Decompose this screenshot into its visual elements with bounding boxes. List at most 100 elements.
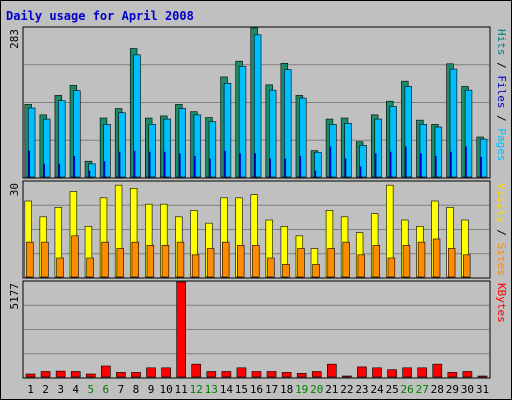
bar-sites — [402, 245, 411, 278]
bar-pages — [299, 155, 302, 177]
bar-sites — [252, 245, 260, 278]
bar-files — [419, 124, 428, 178]
x-tick-label: 27 — [416, 383, 429, 396]
bar-pages — [193, 155, 196, 177]
bar-files — [359, 145, 367, 178]
bar-files — [434, 126, 443, 178]
bar-files — [449, 68, 458, 178]
bar-kbytes — [372, 367, 382, 378]
bar-files — [299, 97, 307, 178]
bar-files — [464, 89, 473, 178]
bar-pages — [419, 153, 422, 177]
bar-sites — [41, 241, 49, 278]
bar-pages — [359, 166, 362, 177]
x-tick-label: 10 — [159, 383, 172, 396]
bar-pages — [209, 158, 211, 177]
x-tick-label: 23 — [355, 383, 368, 396]
x-tick-label: 24 — [370, 383, 384, 396]
bar-kbytes — [146, 367, 156, 378]
bar-pages — [43, 163, 46, 177]
bar-files — [269, 89, 277, 178]
bar-kbytes — [55, 370, 66, 378]
bar-files — [88, 163, 96, 178]
bar-kbytes — [447, 372, 458, 378]
bar-files — [58, 100, 66, 178]
bar-files — [73, 90, 81, 178]
bar-kbytes — [85, 373, 96, 378]
x-tick-label: 28 — [431, 383, 444, 396]
bar-kbytes — [387, 369, 397, 378]
bar-pages — [480, 156, 482, 177]
bar-kbytes — [221, 371, 232, 378]
bar-pages — [88, 170, 91, 177]
bar-kbytes — [251, 371, 262, 378]
bar-kbytes — [116, 372, 126, 378]
bar-pages — [73, 155, 76, 177]
x-tick-label: 15 — [235, 383, 248, 396]
bar-sites — [432, 238, 441, 278]
bar-kbytes — [176, 281, 186, 378]
x-tick-label: 4 — [72, 383, 79, 396]
bar-files — [118, 112, 126, 178]
bar-sites — [312, 264, 320, 278]
legend-entry: / — [495, 223, 508, 243]
x-tick-label: 20 — [310, 383, 323, 396]
bar-sites — [146, 245, 155, 278]
bar-files — [133, 54, 141, 178]
bar-pages — [450, 151, 452, 177]
bar-sites — [71, 235, 79, 278]
bar-kbytes — [342, 375, 352, 378]
bar-kbytes — [191, 363, 202, 378]
bar-kbytes — [462, 371, 473, 378]
bar-files — [103, 124, 111, 178]
legend-hits_files_pages: Hits / Files / Pages — [495, 29, 508, 162]
x-tick-label: 7 — [118, 383, 125, 396]
legend-entry: Pages — [495, 128, 508, 161]
bar-sites — [176, 241, 185, 278]
bar-kbytes — [357, 366, 367, 378]
bar-sites — [56, 257, 64, 278]
y-max-label-hits_files_pages: 283 — [8, 29, 21, 49]
bar-files — [253, 34, 262, 178]
x-tick-label: 16 — [250, 383, 263, 396]
x-tick-label: 3 — [57, 383, 64, 396]
x-tick-label: 11 — [175, 383, 188, 396]
x-tick-label: 26 — [401, 383, 414, 396]
bar-sites — [282, 264, 290, 278]
legend-entry: KBytes — [495, 283, 508, 323]
y-max-label-kbytes: 5177 — [8, 283, 21, 310]
bar-pages — [224, 150, 226, 177]
x-tick-label: 19 — [295, 383, 308, 396]
bar-files — [163, 118, 171, 178]
bar-files — [43, 118, 51, 178]
bar-kbytes — [70, 371, 81, 378]
legend-entry: Visits — [495, 183, 508, 223]
bar-pages — [314, 170, 317, 177]
bar-sites — [417, 241, 426, 278]
bar-pages — [148, 151, 151, 177]
bar-sites — [267, 257, 275, 278]
bar-files — [178, 108, 186, 178]
bar-sites — [342, 241, 350, 278]
bar-files — [374, 118, 382, 178]
x-tick-label: 2 — [42, 383, 49, 396]
bar-files — [193, 114, 202, 178]
bar-files — [238, 66, 247, 178]
bar-pages — [239, 153, 241, 177]
legend-visits_sites: Visits / Sites — [495, 183, 508, 276]
x-tick-label: 14 — [220, 383, 234, 396]
bar-sites — [463, 254, 471, 278]
bar-kbytes — [477, 375, 488, 378]
x-tick-label: 12 — [190, 383, 203, 396]
bar-pages — [163, 151, 166, 177]
bar-sites — [357, 254, 365, 278]
bar-files — [27, 107, 36, 178]
bar-pages — [404, 146, 407, 177]
bar-sites — [26, 241, 34, 278]
legend-entry: / — [495, 56, 508, 76]
bar-files — [148, 124, 156, 178]
bar-sites — [447, 248, 456, 278]
bar-sites — [222, 241, 230, 278]
bar-pages — [284, 158, 287, 177]
bar-kbytes — [432, 363, 443, 378]
